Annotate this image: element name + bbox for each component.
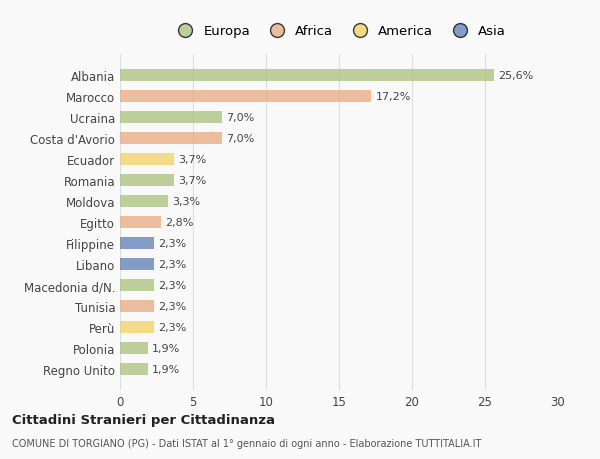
Text: 2,3%: 2,3% <box>158 259 186 269</box>
Text: 3,7%: 3,7% <box>178 176 206 186</box>
Text: 2,3%: 2,3% <box>158 280 186 291</box>
Text: 3,3%: 3,3% <box>173 197 200 207</box>
Text: 3,7%: 3,7% <box>178 155 206 165</box>
Bar <box>120 91 371 103</box>
Text: 2,3%: 2,3% <box>158 302 186 311</box>
Text: 1,9%: 1,9% <box>152 343 181 353</box>
Bar <box>120 133 222 145</box>
Bar <box>120 322 154 333</box>
Text: 25,6%: 25,6% <box>498 71 533 81</box>
Bar <box>120 342 148 354</box>
Bar <box>120 301 154 312</box>
Text: COMUNE DI TORGIANO (PG) - Dati ISTAT al 1° gennaio di ogni anno - Elaborazione T: COMUNE DI TORGIANO (PG) - Dati ISTAT al … <box>12 438 481 448</box>
Text: 2,3%: 2,3% <box>158 322 186 332</box>
Bar <box>120 112 222 123</box>
Bar <box>120 238 154 249</box>
Text: 2,3%: 2,3% <box>158 239 186 248</box>
Text: 17,2%: 17,2% <box>376 92 411 102</box>
Text: Cittadini Stranieri per Cittadinanza: Cittadini Stranieri per Cittadinanza <box>12 413 275 426</box>
Text: 1,9%: 1,9% <box>152 364 181 374</box>
Text: 2,8%: 2,8% <box>165 218 194 228</box>
Bar <box>120 196 168 207</box>
Bar <box>120 175 174 186</box>
Bar <box>120 280 154 291</box>
Text: 7,0%: 7,0% <box>227 113 255 123</box>
Bar <box>120 70 494 82</box>
Text: 7,0%: 7,0% <box>227 134 255 144</box>
Bar <box>120 259 154 270</box>
Bar <box>120 364 148 375</box>
Legend: Europa, Africa, America, Asia: Europa, Africa, America, Asia <box>168 22 510 42</box>
Bar <box>120 154 174 166</box>
Bar <box>120 217 161 229</box>
